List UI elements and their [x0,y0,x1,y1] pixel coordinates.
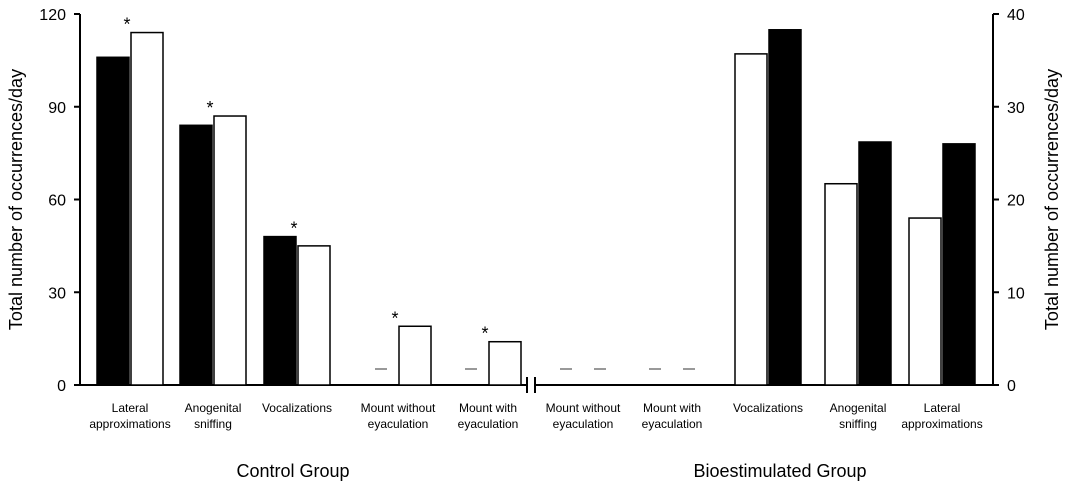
category-label: Anogenital [830,401,887,415]
bar-white [908,217,942,386]
bar-black [263,235,297,386]
group-label: Bioestimulated Group [693,461,866,481]
category-label: Vocalizations [733,401,803,415]
category-label: approximations [89,417,170,431]
right-y-tick-label: 0 [1007,378,1016,395]
left-y-tick-label: 60 [48,193,66,210]
category-label: Mount without [546,401,621,415]
left-y-tick-label: 90 [48,100,66,117]
bar-white [488,340,522,386]
left-y-axis-title: Total number of occurrences/day [6,69,26,330]
left-y-tick-label: 30 [48,285,66,302]
category-label: sniffing [194,417,232,431]
category-label: Anogenital [185,401,242,415]
category-label: approximations [901,417,982,431]
significance-star: * [290,219,297,239]
significance-star: * [391,308,398,328]
category-label: eyaculation [458,417,519,431]
bar-white [824,182,858,386]
category-label: Mount without [361,401,436,415]
right-y-tick-label: 30 [1007,100,1025,117]
bar-white [297,245,331,386]
right-y-axis-title: Total number of occurrences/day [1042,69,1062,330]
bar-black [858,141,892,386]
category-label: eyaculation [368,417,429,431]
significance-star: * [123,15,130,35]
bar-black [768,29,802,386]
significance-star: * [481,324,488,344]
bar-white [130,31,164,386]
left-y-tick-label: 0 [57,378,66,395]
labels-layer: 0 30 60 90 120 Total number of occurrences/da… [6,7,1062,481]
bar-black [179,124,213,386]
category-label: eyaculation [553,417,614,431]
group-label: Control Group [236,461,349,481]
category-label: sniffing [839,417,877,431]
category-label: Lateral [112,401,149,415]
category-label: Lateral [924,401,961,415]
bar-white [398,325,432,386]
category-label: Mount with [643,401,701,415]
category-label: Mount with [459,401,517,415]
category-label: Vocalizations [262,401,332,415]
significance-star: * [206,98,213,118]
bar-black [96,56,130,386]
bar-white [734,53,768,386]
right-y-tick-label: 40 [1007,7,1025,24]
left-y-tick-label: 120 [39,7,66,24]
bars-layer [96,29,976,386]
right-y-tick-label: 20 [1007,193,1025,210]
category-label: eyaculation [642,417,703,431]
bar-black [942,143,976,386]
right-y-tick-label: 10 [1007,285,1025,302]
bar-white [213,115,247,386]
